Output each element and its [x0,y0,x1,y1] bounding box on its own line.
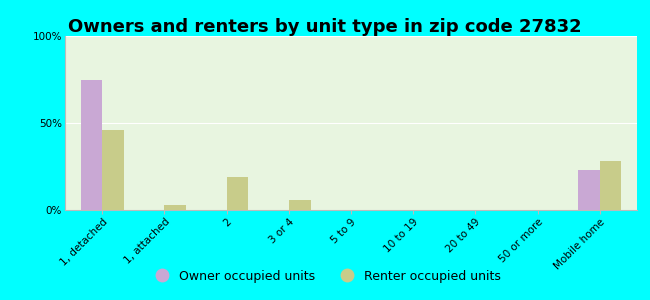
Bar [164,205,187,210]
Legend: Owner occupied units, Renter occupied units: Owner occupied units, Renter occupied un… [144,265,506,288]
Bar [600,161,621,210]
Bar [102,130,124,210]
Text: Owners and renters by unit type in zip code 27832: Owners and renters by unit type in zip c… [68,18,582,36]
Bar [578,170,600,210]
Bar [227,177,248,210]
Bar [81,80,102,210]
Bar [289,200,311,210]
